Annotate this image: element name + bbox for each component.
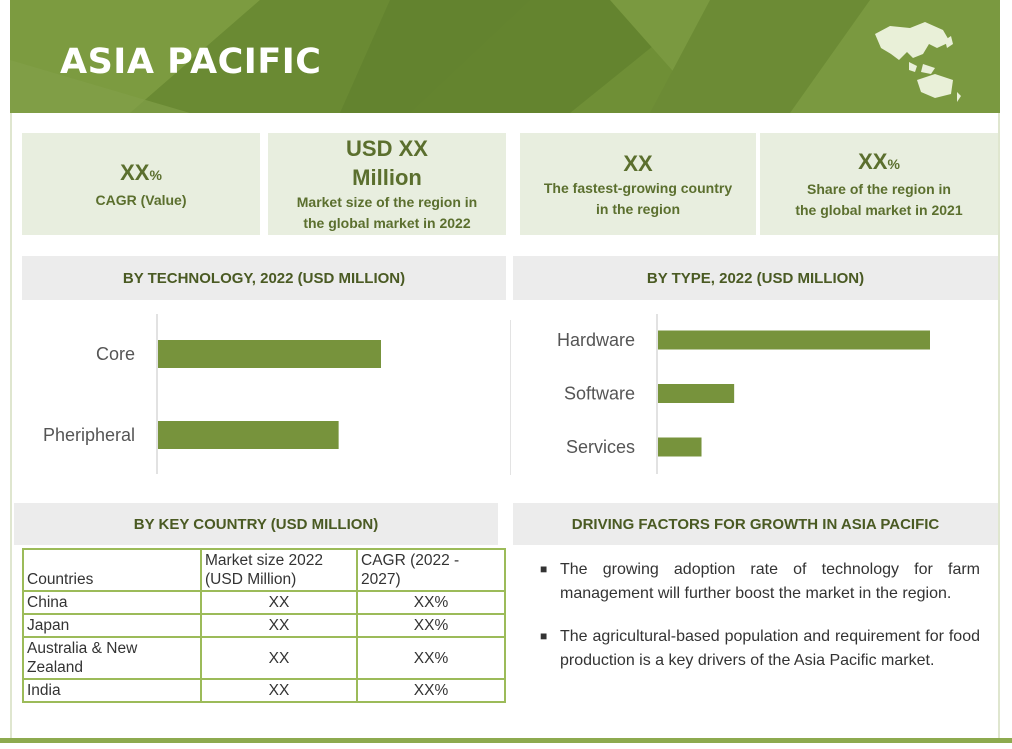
fastest-country-card: XX The fastest-growing country in the re…: [520, 133, 756, 235]
cagr-cell: XX%: [356, 613, 506, 638]
header-banner: ASIA PACIFIC: [10, 0, 1000, 113]
cagr-cell: XX%: [356, 678, 506, 703]
bottom-rule: [0, 738, 1012, 743]
list-item: ■ The growing adoption rate of technolog…: [540, 558, 980, 605]
market-size-caption-line1: Market size of the region in: [296, 194, 478, 210]
cagr-cell: XX%: [356, 590, 506, 615]
asia-pacific-map-icon: [875, 22, 961, 102]
market-size-value-line2: Million: [352, 165, 422, 190]
market-size-caption-line2: the global market in 2022: [303, 215, 471, 231]
fastest-country-caption-line2: in the region: [596, 200, 680, 217]
chart-divider: [510, 320, 511, 475]
country-cell: Japan: [22, 613, 202, 638]
header-background: [10, 0, 1000, 113]
country-cell: India: [22, 678, 202, 703]
table-header-row: Countries Market size 2022 (USD Million)…: [22, 548, 506, 592]
country-cell: China: [22, 590, 202, 615]
bar-services: [658, 437, 702, 457]
bar-core: [158, 340, 381, 368]
region-share-value: XX: [858, 149, 888, 174]
bar-hardware: [658, 330, 930, 350]
table-row: China XX XX%: [22, 590, 506, 615]
driver-text: The agricultural-based population and re…: [560, 628, 980, 669]
drivers-section-header: DRIVING FACTORS FOR GROWTH IN ASIA PACIF…: [513, 503, 998, 545]
bullet-icon: ■: [540, 562, 548, 576]
market-size-cell: XX: [200, 590, 358, 615]
category-label-core: Core: [96, 344, 135, 364]
cagr-caption: CAGR (Value): [95, 191, 187, 208]
list-item: ■ The agricultural-based population and …: [540, 625, 980, 672]
column-header-market-size: Market size 2022 (USD Million): [200, 548, 358, 592]
fastest-country-caption-line1: The fastest-growing country: [543, 179, 733, 196]
bar-pheripheral: [158, 421, 339, 449]
cagr-unit: %: [149, 166, 162, 183]
table-row: India XX XX%: [22, 678, 506, 703]
technology-section-header: BY TECHNOLOGY, 2022 (USD MILLION): [22, 256, 506, 300]
bullet-icon: ■: [540, 629, 548, 643]
fastest-country-value: XX: [623, 150, 653, 176]
page-title: ASIA PACIFIC: [60, 42, 322, 82]
driver-text: The growing adoption rate of technology …: [560, 561, 980, 602]
country-section-header: BY KEY COUNTRY (USD MILLION): [14, 503, 498, 545]
cagr-cell: XX%: [356, 636, 506, 680]
column-header-cagr: CAGR (2022 - 2027): [356, 548, 506, 592]
column-header-countries: Countries: [22, 548, 202, 592]
table-row: Australia & New Zealand XX XX%: [22, 636, 506, 680]
type-chart: Hardware Software Services: [557, 314, 930, 474]
region-share-card: XX% Share of the region in the global ma…: [760, 133, 998, 235]
category-label-hardware: Hardware: [557, 330, 635, 350]
market-size-cell: XX: [200, 678, 358, 703]
market-size-card: USD XX Million Market size of the region…: [268, 133, 506, 235]
region-share-caption-line1: Share of the region in: [807, 181, 951, 197]
technology-chart: Core Pheripheral: [43, 314, 381, 474]
market-size-cell: XX: [200, 613, 358, 638]
table-row: Japan XX XX%: [22, 613, 506, 638]
bar-software: [658, 384, 735, 403]
country-cell: Australia & New Zealand: [22, 636, 202, 680]
category-label-pheripheral: Pheripheral: [43, 425, 135, 445]
market-size-value-line1: USD XX: [346, 136, 428, 161]
drivers-list: ■ The growing adoption rate of technolog…: [540, 558, 980, 692]
region-share-caption-line2: the global market in 2021: [795, 202, 963, 218]
type-section-header: BY TYPE, 2022 (USD MILLION): [513, 256, 998, 300]
category-label-software: Software: [564, 384, 635, 404]
country-table: Countries Market size 2022 (USD Million)…: [22, 548, 506, 703]
cagr-card: XX% CAGR (Value): [22, 133, 260, 235]
category-label-services: Services: [566, 437, 635, 457]
cagr-value: XX: [120, 159, 150, 185]
infographic-frame: [10, 0, 1000, 742]
market-size-cell: XX: [200, 636, 358, 680]
region-share-unit: %: [887, 156, 900, 172]
